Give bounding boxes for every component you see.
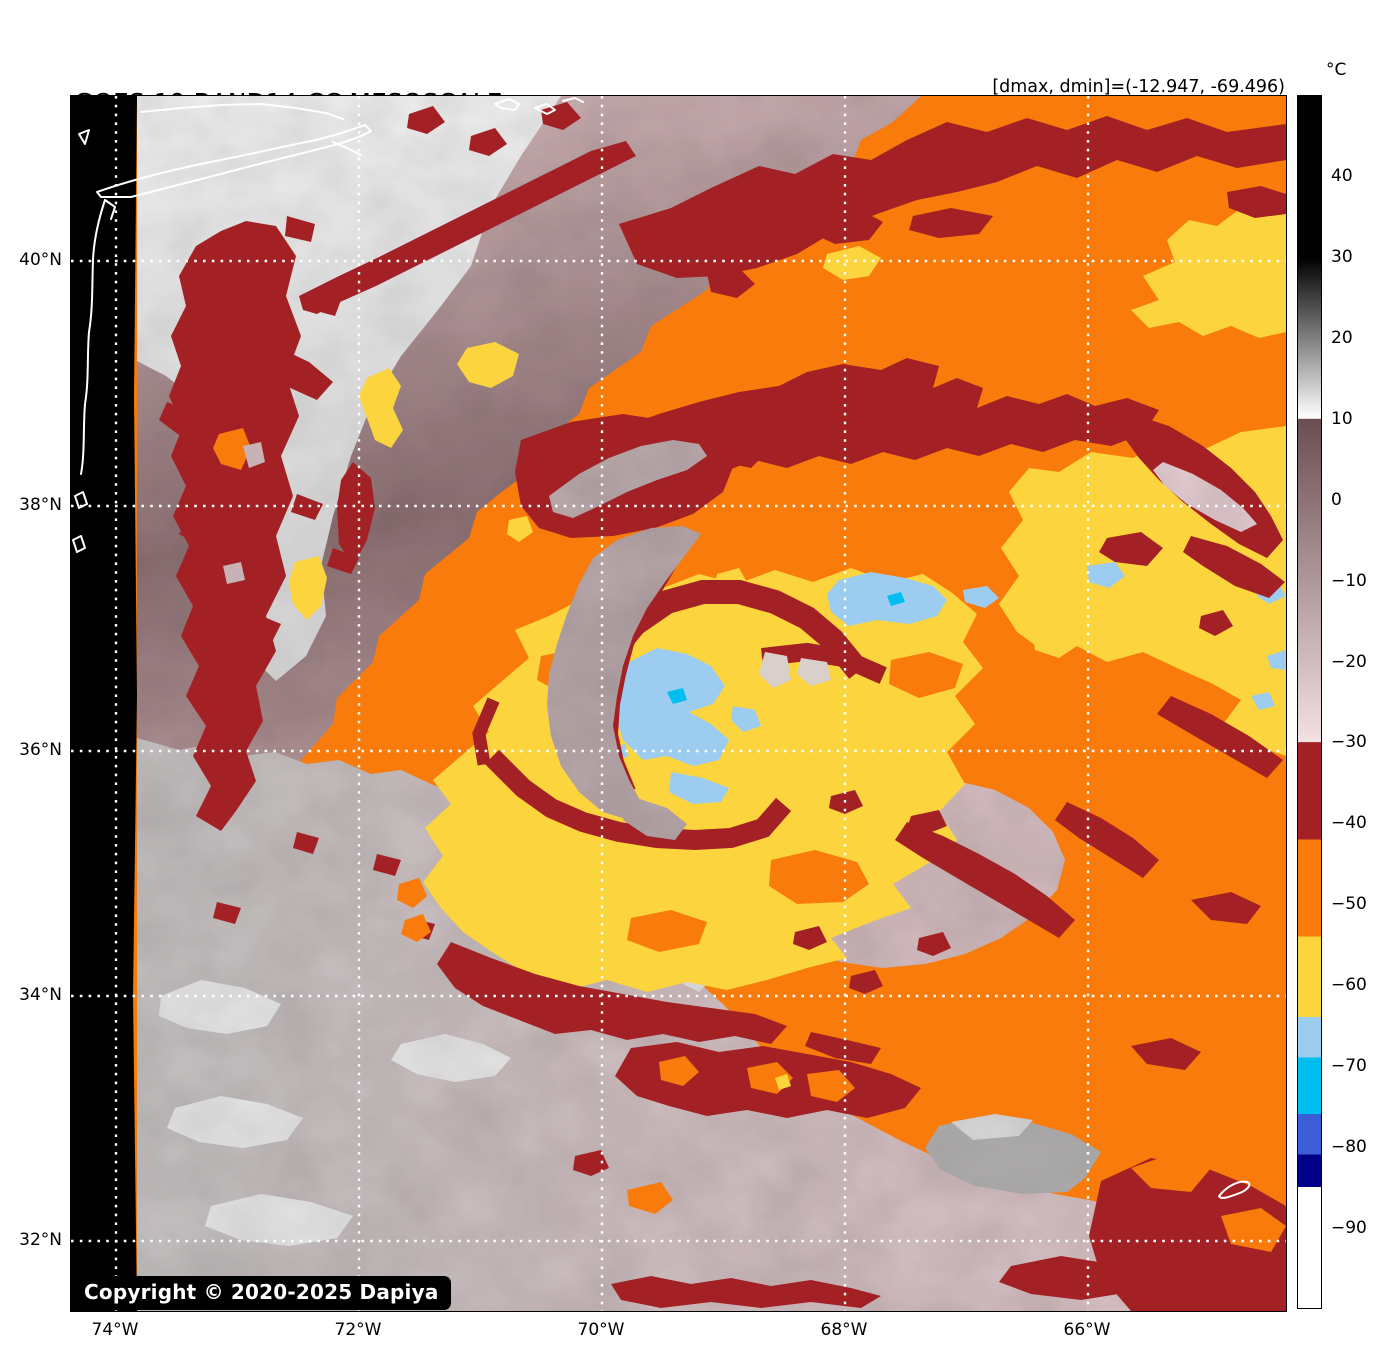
x-axis-label: 68°W bbox=[820, 1320, 868, 1340]
no-data-strip bbox=[71, 96, 137, 1311]
cyan-cold-dots bbox=[667, 592, 905, 704]
x-axis-label: 70°W bbox=[577, 1320, 625, 1340]
colorbar bbox=[1297, 95, 1322, 1309]
colorbar-tick-label: −40 bbox=[1331, 813, 1367, 833]
satellite-map bbox=[70, 95, 1287, 1312]
y-axis-label: 34°N bbox=[19, 985, 62, 1005]
colorbar-unit: °C bbox=[1326, 60, 1347, 80]
dry-slot-gray-streaks bbox=[547, 440, 1257, 840]
colorbar-tick-label: 10 bbox=[1331, 409, 1353, 429]
colorbar-tick-label: 20 bbox=[1331, 328, 1353, 348]
colorbar-tick-label: −50 bbox=[1331, 894, 1367, 914]
colorbar-tick-label: −90 bbox=[1331, 1218, 1367, 1238]
colorbar-tick-label: −60 bbox=[1331, 975, 1367, 995]
coldest-top-patches bbox=[611, 562, 1286, 804]
colorbar-tick-label: −20 bbox=[1331, 652, 1367, 672]
colorbar-tick-label: −30 bbox=[1331, 732, 1367, 752]
colorbar-tick-label: 0 bbox=[1331, 490, 1342, 510]
x-axis-label: 72°W bbox=[334, 1320, 382, 1340]
x-axis-label: 74°W bbox=[91, 1320, 139, 1340]
hurricane-ir-raster bbox=[71, 96, 1286, 1311]
cells-inside-red-wall bbox=[213, 428, 431, 942]
warm-spots-in-eyewall bbox=[759, 652, 831, 688]
y-axis-label: 36°N bbox=[19, 740, 62, 760]
latlon-gridlines bbox=[71, 96, 1286, 1311]
colorbar-tick-label: −10 bbox=[1331, 571, 1367, 591]
dark-red-bands bbox=[159, 102, 1286, 1311]
y-axis-label: 32°N bbox=[19, 1230, 62, 1250]
colorbar-tick-label: 30 bbox=[1331, 247, 1353, 267]
colorbar-tick-label: −80 bbox=[1331, 1137, 1367, 1157]
colorbar-tick-label: −70 bbox=[1331, 1056, 1367, 1076]
y-axis-label: 40°N bbox=[19, 250, 62, 270]
colorbar-tick-label: 40 bbox=[1331, 166, 1353, 186]
copyright-badge: Copyright © 2020-2025 Dapiya bbox=[72, 1276, 451, 1310]
dmax-dmin-readout: [dmax, dmin]=(-12.947, -69.496) bbox=[992, 77, 1285, 97]
coastline-overlay bbox=[72, 97, 1251, 1199]
x-axis-label: 66°W bbox=[1063, 1320, 1111, 1340]
y-axis-label: 38°N bbox=[19, 495, 62, 515]
